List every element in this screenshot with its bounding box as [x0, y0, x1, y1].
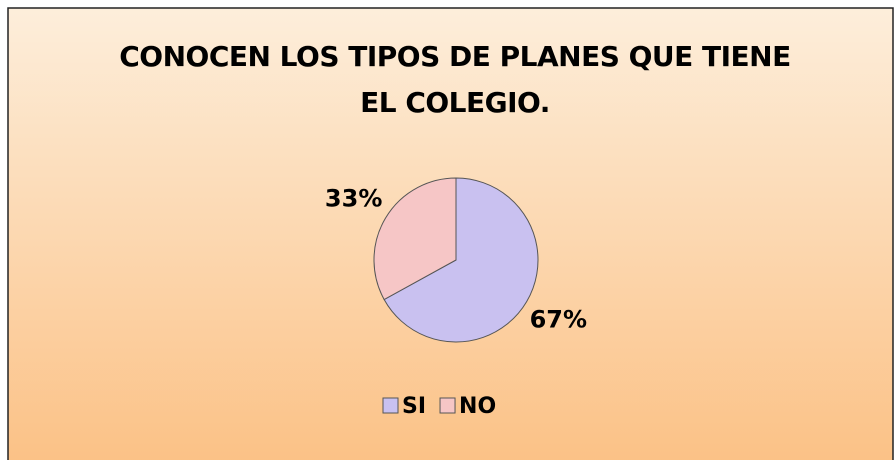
pie-slice [383, 177, 539, 343]
data-label: 67% [530, 306, 587, 334]
chart-title: CONOCEN LOS TIPOS DE PLANES QUE TIENE EL… [119, 40, 791, 119]
legend-label: NO [459, 394, 496, 419]
legend-swatch [382, 397, 399, 414]
legend-swatch [439, 397, 456, 414]
legend-label: SI [402, 394, 426, 419]
data-label: 33% [325, 184, 382, 212]
pie-slice [373, 177, 457, 301]
